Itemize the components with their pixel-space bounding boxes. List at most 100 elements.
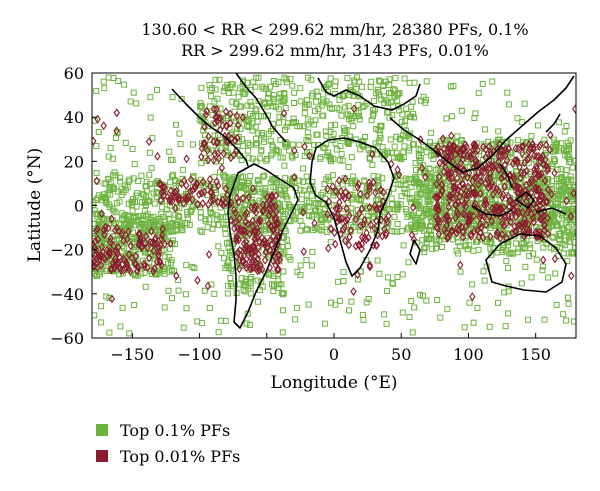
- point-top-0.01: [495, 186, 502, 196]
- point-top-0.1: [568, 176, 575, 183]
- point-top-0.01: [531, 169, 538, 179]
- point-top-0.01: [141, 238, 149, 248]
- point-top-0.01: [136, 236, 144, 246]
- point-top-0.1: [178, 95, 185, 102]
- point-top-0.1: [296, 141, 303, 148]
- point-top-0.1: [423, 297, 430, 304]
- point-top-0.1: [92, 312, 98, 319]
- x-tick-label: 150: [520, 345, 551, 364]
- point-top-0.1: [344, 200, 351, 207]
- point-top-0.01: [114, 260, 122, 270]
- point-top-0.1: [240, 281, 247, 288]
- point-top-0.1: [426, 200, 433, 207]
- point-top-0.1: [240, 183, 247, 190]
- point-top-0.1: [261, 223, 268, 230]
- point-top-0.1: [423, 240, 430, 247]
- point-top-0.1: [346, 307, 353, 314]
- point-top-0.1: [284, 243, 291, 250]
- point-top-0.1: [247, 282, 254, 289]
- point-top-0.1: [176, 204, 183, 211]
- point-top-0.1: [381, 93, 388, 100]
- point-top-0.01: [275, 265, 282, 274]
- point-top-0.01: [123, 258, 130, 268]
- point-top-0.01: [230, 150, 238, 160]
- point-top-0.01: [329, 182, 336, 192]
- point-top-0.1: [527, 168, 534, 175]
- point-top-0.01: [183, 154, 190, 164]
- point-top-0.1: [409, 141, 416, 148]
- point-top-0.1: [336, 106, 343, 113]
- point-top-0.1: [474, 304, 481, 311]
- point-top-0.1: [146, 171, 153, 178]
- point-top-0.1: [282, 139, 289, 146]
- point-top-0.1: [388, 195, 395, 202]
- point-top-0.01: [449, 145, 457, 155]
- point-top-0.01: [469, 145, 477, 155]
- point-top-0.1: [275, 284, 282, 291]
- point-top-0.01: [343, 204, 350, 214]
- point-top-0.1: [110, 207, 117, 214]
- point-top-0.1: [221, 255, 228, 262]
- point-top-0.01: [111, 225, 119, 235]
- point-top-0.1: [107, 178, 114, 185]
- point-top-0.1: [349, 173, 356, 180]
- x-tick-label: −150: [110, 345, 154, 364]
- point-top-0.01: [455, 220, 463, 230]
- point-top-0.1: [365, 217, 372, 224]
- point-top-0.1: [514, 115, 521, 122]
- point-top-0.01: [452, 183, 459, 193]
- point-top-0.01: [551, 254, 559, 264]
- point-top-0.1: [167, 179, 174, 186]
- point-top-0.1: [269, 176, 276, 183]
- point-top-0.01: [102, 222, 109, 232]
- point-top-0.1: [153, 217, 160, 224]
- point-top-0.01: [273, 207, 280, 217]
- point-top-0.1: [408, 103, 415, 110]
- point-top-0.1: [297, 262, 304, 269]
- point-top-0.01: [214, 137, 221, 147]
- point-top-0.1: [433, 236, 440, 243]
- point-top-0.1: [289, 141, 296, 148]
- point-top-0.01: [345, 240, 353, 250]
- point-top-0.01: [324, 184, 331, 194]
- point-top-0.01: [246, 257, 253, 267]
- point-top-0.1: [568, 221, 575, 228]
- point-top-0.1: [524, 148, 531, 155]
- point-top-0.01: [372, 188, 379, 198]
- point-top-0.1: [99, 193, 106, 200]
- point-top-0.01: [331, 228, 338, 238]
- point-top-0.01: [350, 287, 357, 297]
- point-top-0.1: [455, 219, 462, 226]
- point-top-0.1: [394, 97, 401, 104]
- point-top-0.01: [306, 151, 313, 161]
- point-top-0.1: [492, 196, 499, 203]
- y-tick-label: −40: [50, 285, 84, 304]
- point-top-0.01: [236, 255, 243, 265]
- point-top-0.01: [113, 246, 120, 256]
- point-top-0.1: [270, 288, 277, 295]
- point-top-0.1: [564, 206, 571, 213]
- x-axis: −150 −100 −50 0 50 100 150: [110, 333, 551, 364]
- point-top-0.1: [103, 197, 110, 204]
- point-top-0.01: [440, 167, 448, 177]
- point-top-0.01: [172, 203, 179, 213]
- point-top-0.01: [377, 185, 384, 195]
- point-top-0.1: [475, 246, 482, 253]
- point-top-0.1: [495, 128, 502, 135]
- point-top-0.01: [379, 196, 386, 206]
- point-top-0.1: [503, 258, 510, 265]
- point-top-0.1: [567, 159, 574, 166]
- point-top-0.01: [436, 158, 443, 168]
- point-top-0.01: [503, 218, 510, 228]
- point-top-0.1: [118, 185, 125, 192]
- point-top-0.1: [270, 95, 277, 102]
- point-top-0.01: [505, 191, 512, 201]
- point-top-0.1: [320, 96, 327, 103]
- point-top-0.1: [152, 228, 159, 235]
- point-top-0.01: [450, 178, 457, 188]
- point-top-0.1: [254, 277, 261, 284]
- point-top-0.01: [240, 193, 247, 203]
- point-top-0.1: [313, 88, 320, 95]
- coastline-map: [171, 73, 575, 329]
- point-top-0.1: [318, 227, 325, 234]
